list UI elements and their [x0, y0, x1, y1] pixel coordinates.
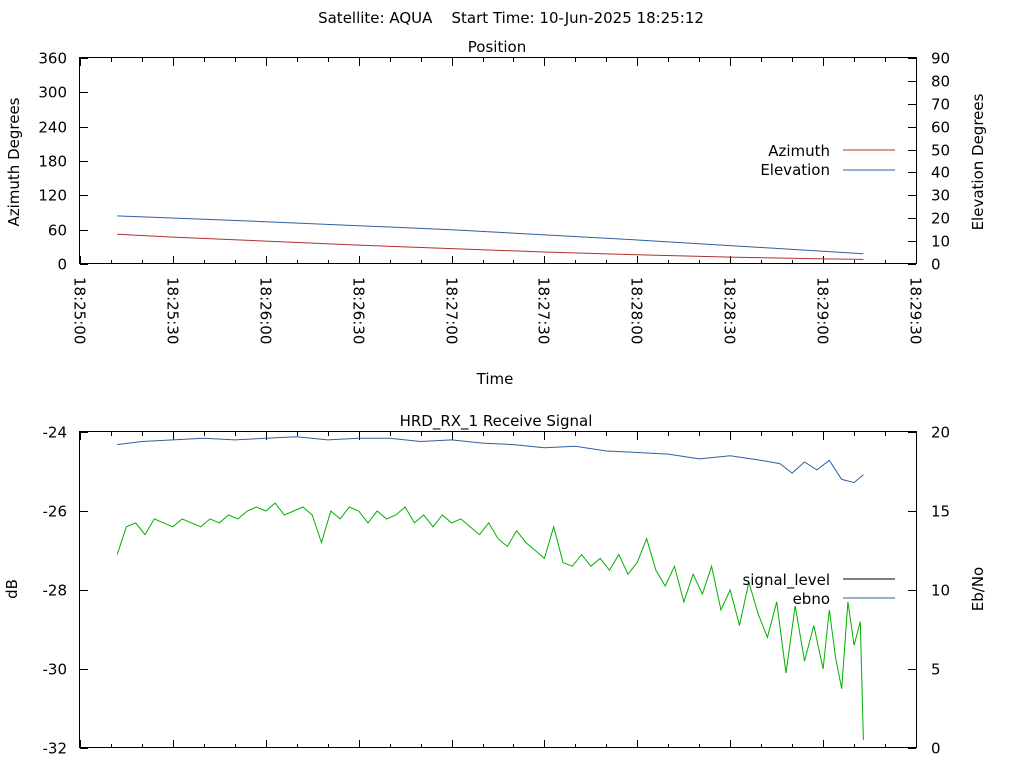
y2-tick-label: 70	[931, 96, 950, 114]
y2-tick-label: 10	[931, 582, 950, 600]
y2-tick-label: 15	[931, 503, 950, 521]
position-series	[117, 215, 864, 260]
signal-x-axis	[80, 432, 917, 748]
x-tick-label: 18:25:30	[164, 277, 182, 344]
position-chart-title: Position	[468, 38, 526, 56]
y-tick-label: 300	[38, 84, 67, 102]
signal-right-axis: 0 5 10 15 20	[908, 424, 950, 758]
signal-left-axis: -32 -30 -28 -26 -24	[43, 424, 88, 758]
y-tick-label: 120	[38, 187, 67, 205]
y2-tick-label: 20	[931, 210, 950, 228]
y-tick-label: -32	[43, 740, 68, 758]
x-tick-label: 18:25:00	[71, 277, 89, 344]
y-tick-label: -26	[43, 503, 68, 521]
signal-series	[116, 436, 864, 741]
y2-tick-label: 90	[931, 50, 950, 68]
y-tick-label: 60	[48, 222, 67, 240]
legend-label-signal-level: signal_level	[742, 571, 830, 590]
y2-tick-label: 80	[931, 73, 950, 91]
x-tick-label: 18:27:30	[535, 277, 553, 344]
x-tick-label: 18:29:00	[814, 277, 832, 344]
y-tick-label: -24	[43, 424, 68, 442]
y-tick-label: -30	[43, 661, 68, 679]
x-tick-label: 18:28:30	[721, 277, 739, 344]
legend-label-ebno: ebno	[793, 590, 830, 608]
x-tick-label: 18:26:00	[257, 277, 275, 344]
position-y-label: Azimuth Degrees	[5, 97, 23, 226]
legend-label-azimuth: Azimuth	[768, 142, 830, 160]
x-tick-label: 18:28:00	[628, 277, 646, 344]
signal-chart: HRD_RX_1 Receive Signal -32-30-28-26-24 …	[3, 412, 987, 758]
y2-tick-label: 30	[931, 187, 950, 205]
signal-y-label: dB	[3, 579, 21, 599]
series-line-Elevation	[117, 215, 864, 255]
position-chart: Position 0 60 120 180 240 300 360 0 10 20 30 40 50 6…	[5, 38, 987, 388]
position-legend: Azimuth Elevation	[760, 142, 895, 179]
signal-chart-title: HRD_RX_1 Receive Signal	[400, 412, 593, 431]
y2-tick-label: 40	[931, 164, 950, 182]
x-tick-label: 18:29:30	[907, 277, 925, 344]
series-line-series-0	[116, 502, 864, 741]
y2-tick-label: 0	[931, 740, 941, 758]
position-x-label: Time	[476, 370, 514, 388]
series-line-series-1	[117, 436, 864, 484]
position-right-axis: 0 10 20 30 40 50 60 70 80 90	[908, 50, 950, 274]
y2-tick-label: 60	[931, 119, 950, 137]
y-tick-label: 0	[57, 256, 67, 274]
x-tick-label: 18:26:30	[350, 277, 368, 344]
y2-tick-label: 10	[931, 233, 950, 251]
signal-plot-frame	[79, 431, 917, 748]
y2-tick-label: 5	[931, 661, 941, 679]
y-tick-label: 360	[38, 50, 67, 68]
y-tick-label: 240	[38, 119, 67, 137]
signal-y2-label: Eb/No	[969, 567, 987, 611]
position-y2-label: Elevation Degrees	[969, 93, 987, 230]
y2-tick-label: 20	[931, 424, 950, 442]
y-tick-label: 180	[38, 153, 67, 171]
y2-tick-label: 0	[931, 256, 941, 274]
y2-tick-label: 50	[931, 142, 950, 160]
position-plot-frame	[79, 57, 917, 264]
position-x-axis: 18:25:00 18:25:30 18:26:00 18:26:30 18:27:00…	[71, 58, 925, 344]
position-left-axis: 0 60 120 180 240 300 360	[38, 50, 88, 274]
y-tick-label: -28	[43, 582, 68, 600]
signal-legend: signal_level ebno	[742, 571, 895, 608]
x-tick-label: 18:27:00	[443, 277, 461, 344]
legend-label-elevation: Elevation	[760, 161, 830, 179]
series-line-Azimuth	[117, 233, 864, 260]
header-text: Satellite: AQUA Start Time: 10-Jun-2025 …	[318, 9, 704, 27]
